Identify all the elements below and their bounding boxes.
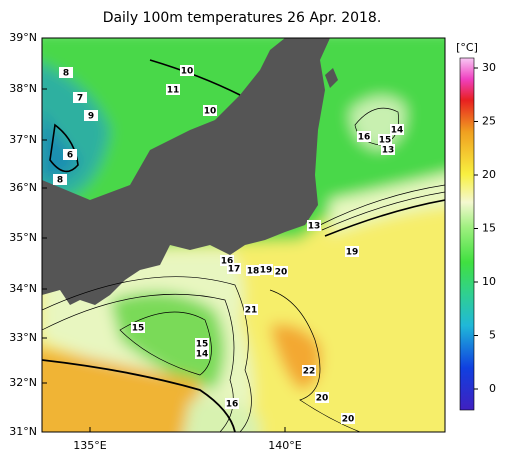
- contour-label-bg: [259, 264, 273, 275]
- contour-label: 15: [132, 324, 145, 334]
- contour-label-bg: [390, 124, 404, 135]
- contour-label-bg: [195, 348, 209, 359]
- lat-label: 38°N: [9, 82, 37, 95]
- colorbar-tick-label: 25: [482, 115, 496, 128]
- land: [325, 68, 338, 88]
- contour-label: 13: [382, 146, 395, 156]
- contour-label: 20: [275, 268, 288, 278]
- contour-label: 15: [379, 136, 392, 146]
- contour-label-bg: [53, 174, 67, 185]
- contour-label: 18: [247, 267, 260, 277]
- contour-label: 22: [303, 367, 316, 377]
- contour-label-bg: [315, 392, 329, 403]
- contour-label-bg: [302, 365, 316, 376]
- contour-label-bg: [307, 220, 321, 231]
- lat-label: 36°N: [9, 181, 37, 194]
- contour-label: 14: [391, 126, 404, 136]
- contour-label: 14: [196, 350, 209, 360]
- lat-label: 37°N: [9, 133, 37, 146]
- contour-label-bg: [225, 398, 239, 409]
- contour-label-bg: [246, 265, 260, 276]
- colorbar-unit: [°C]: [456, 41, 478, 54]
- lat-label: 33°N: [9, 331, 37, 344]
- colorbar-tick-label: 5: [489, 329, 496, 342]
- contour-label: 16: [221, 257, 234, 267]
- contour-label-bg: [73, 92, 87, 103]
- colorbar-tick-label: 15: [482, 222, 496, 235]
- colorbar-tick-label: 30: [482, 61, 496, 74]
- contour-label: 8: [63, 69, 69, 79]
- contour-label: 10: [204, 107, 217, 117]
- map-frame: [41, 37, 446, 433]
- contour-label: 7: [77, 94, 83, 104]
- contour-label-bg: [274, 266, 288, 277]
- lat-label: 39°N: [9, 31, 37, 44]
- lat-label: 32°N: [9, 376, 37, 389]
- contour-label-bg: [378, 134, 392, 145]
- colorbar-tick-label: 10: [482, 275, 496, 288]
- contour-label-bg: [357, 131, 371, 142]
- contour-label-bg: [59, 67, 73, 78]
- contour-label: 10: [181, 67, 194, 77]
- contour-label: 6: [67, 151, 73, 161]
- contour-label: 17: [228, 265, 241, 275]
- contour-label-bg: [345, 246, 359, 257]
- lon-label: 140°E: [268, 439, 301, 452]
- contour-label-bg: [227, 263, 241, 274]
- contour-label: 19: [346, 248, 359, 258]
- contour-label: 13: [308, 222, 321, 232]
- contour-label-bg: [341, 413, 355, 424]
- contour-label: 21: [245, 306, 258, 316]
- contour-label: 19: [260, 266, 273, 276]
- contour-label-bg: [180, 65, 194, 76]
- contour-label-bg: [195, 338, 209, 349]
- contour-label: 16: [226, 400, 239, 410]
- map-title: Daily 100m temperatures 26 Apr. 2018.: [103, 10, 382, 26]
- colorbar-tick-label: 0: [489, 382, 496, 395]
- contour-label: 8: [57, 176, 63, 186]
- contour-label-bg: [244, 304, 258, 315]
- colorbar: [459, 57, 475, 411]
- contour-label: 9: [88, 112, 94, 122]
- land: [42, 38, 330, 305]
- contour-label: 16: [358, 133, 371, 143]
- contour-label-bg: [166, 84, 180, 95]
- lat-label: 31°N: [9, 425, 37, 438]
- contour-label: 20: [316, 394, 329, 404]
- contour-label-bg: [84, 110, 98, 121]
- contour-label: 15: [196, 340, 209, 350]
- contour-label-bg: [220, 255, 234, 266]
- contour-label-bg: [381, 144, 395, 155]
- contour-label: 11: [167, 86, 180, 96]
- lat-label: 34°N: [9, 282, 37, 295]
- contour-label-bg: [63, 149, 77, 160]
- lon-label: 135°E: [73, 439, 106, 452]
- contour-label: 20: [342, 415, 355, 425]
- colorbar-tick-label: 20: [482, 168, 496, 181]
- lat-label: 35°N: [9, 231, 37, 244]
- contour-label-bg: [203, 105, 217, 116]
- contour-label-bg: [131, 322, 145, 333]
